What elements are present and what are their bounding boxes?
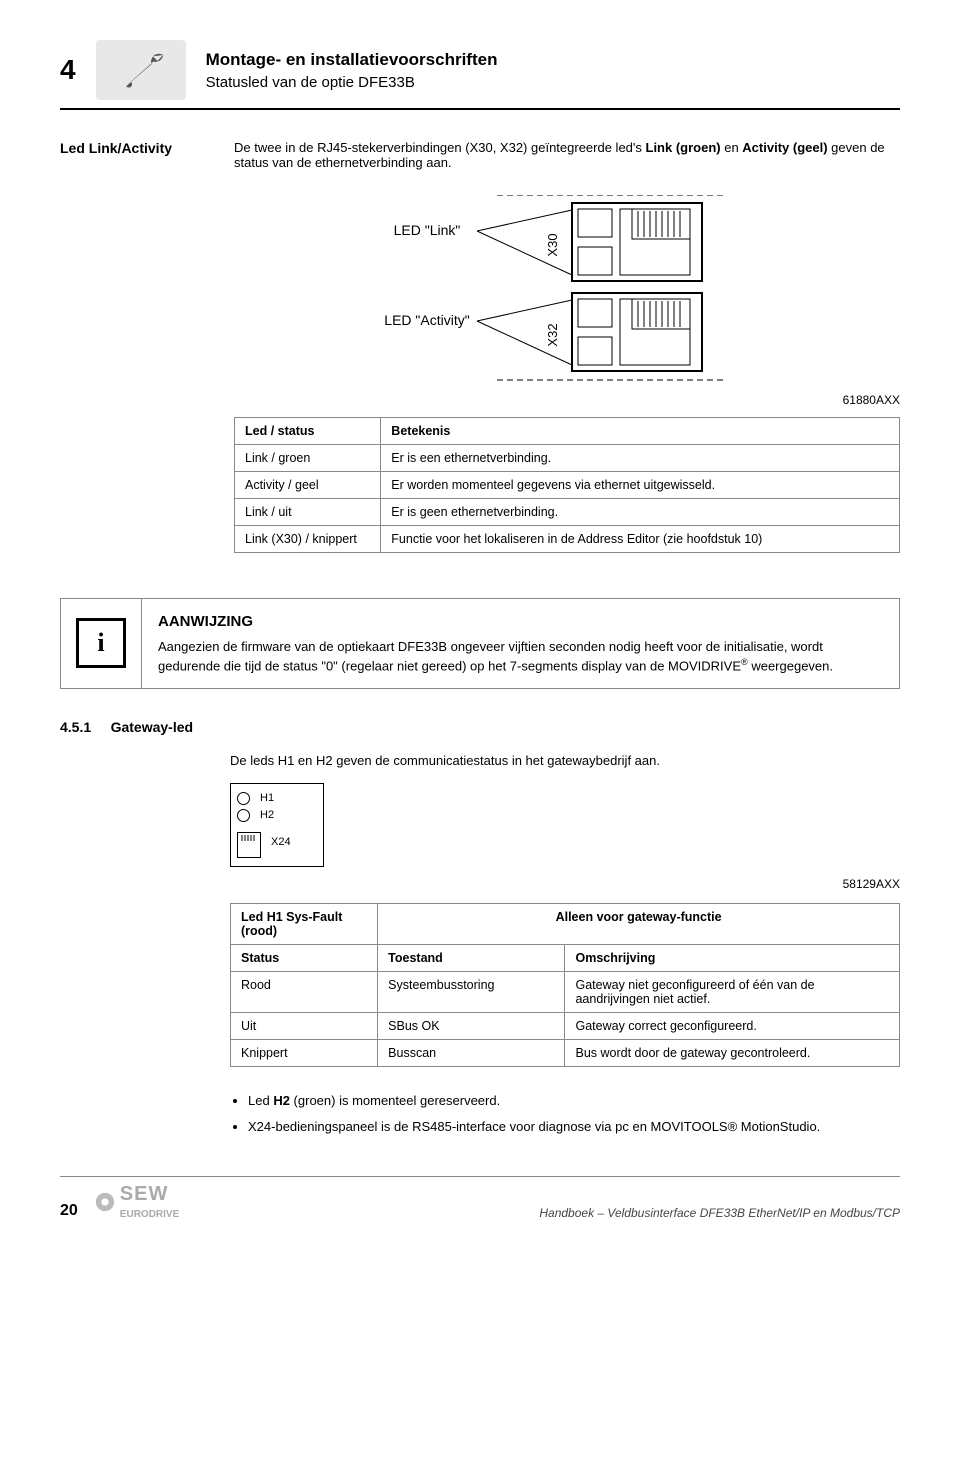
- svg-text:X32: X32: [545, 323, 560, 346]
- table-cell: Knippert: [231, 1039, 378, 1066]
- h1-label: H1: [260, 792, 274, 804]
- table-cell: SBus OK: [378, 1012, 565, 1039]
- diagram-code: 61880AXX: [234, 393, 900, 407]
- page-footer: 20 SEW EURODRIVE Handboek – Veldbusinter…: [60, 1176, 900, 1220]
- chapter-number: 4: [60, 54, 76, 86]
- reg-mark: ®: [741, 657, 748, 667]
- diag-link-label: LED "Link": [394, 222, 461, 238]
- title-sub: Statusled van de optie DFE33B: [206, 74, 900, 91]
- rj45-diagram: LED "Link" LED "Activity" X30 X32: [234, 195, 900, 407]
- list-item: X24-bedieningspaneel is de RS485-interfa…: [248, 1118, 900, 1136]
- logo-eurodrive: EURODRIVE: [120, 1209, 179, 1220]
- table-cell: Er is een ethernetverbinding.: [381, 445, 900, 472]
- th-meaning: Betekenis: [381, 418, 900, 445]
- footer-logo: SEW EURODRIVE: [94, 1183, 179, 1220]
- side-content: De twee in de RJ45-stekerverbindingen (X…: [234, 140, 900, 578]
- table-cell: Functie voor het lokaliseren in de Addre…: [381, 526, 900, 553]
- section-title: Gateway-led: [111, 719, 193, 735]
- info-box: i AANWIJZING Aangezien de firmware van d…: [60, 598, 900, 689]
- intro-mid: en: [721, 140, 743, 155]
- footer-right: Handboek – Veldbusinterface DFE33B Ether…: [539, 1206, 900, 1220]
- intro-activity: Activity (geel): [742, 140, 827, 155]
- table-cell: Activity / geel: [235, 472, 381, 499]
- b1-before: Led: [248, 1093, 273, 1108]
- diag-activity-label: LED "Activity": [384, 312, 469, 328]
- intro-before: De twee in de RJ45-stekerverbindingen (X…: [234, 140, 646, 155]
- info-text: AANWIJZING Aangezien de firmware van de …: [142, 599, 899, 688]
- list-item: Led H2 (groen) is momenteel gereserveerd…: [248, 1092, 900, 1110]
- logo-sew: SEW: [120, 1183, 169, 1205]
- gw-th-toestand: Toestand: [378, 944, 565, 971]
- section-num: 4.5.1: [60, 719, 91, 735]
- led-link-activity-block: Led Link/Activity De twee in de RJ45-ste…: [60, 140, 900, 578]
- gw-th-desc: Omschrijving: [565, 944, 900, 971]
- table-cell: Er is geen ethernetverbinding.: [381, 499, 900, 526]
- gateway-table: Led H1 Sys-Fault (rood) Alleen voor gate…: [230, 903, 900, 1067]
- h2-label: H2: [260, 809, 274, 821]
- gateway-heading: 4.5.1 Gateway-led: [60, 719, 900, 735]
- bullet-list: Led H2 (groen) is momenteel gereserveerd…: [230, 1092, 900, 1136]
- status-table: Led / status Betekenis Link / groenEr is…: [234, 417, 900, 553]
- page-number: 20: [60, 1202, 78, 1220]
- info-heading: AANWIJZING: [158, 611, 883, 632]
- b1-bold: H2: [273, 1093, 290, 1108]
- table-cell: Systeembusstoring: [378, 971, 565, 1012]
- table-cell: Uit: [231, 1012, 378, 1039]
- gateway-diag-code: 58129AXX: [60, 877, 900, 891]
- gw-th-status: Status: [231, 944, 378, 971]
- led-panel-diagram: H1 H2 X24: [230, 783, 324, 867]
- port-icon: [237, 832, 261, 858]
- gateway-intro: De leds H1 en H2 geven de communicatiest…: [230, 753, 900, 768]
- led-circle-icon: [237, 792, 250, 805]
- table-cell: Gateway correct geconfigureerd.: [565, 1012, 900, 1039]
- x24-label: X24: [271, 836, 291, 848]
- table-cell: Er worden momenteel gegevens via etherne…: [381, 472, 900, 499]
- page-header: 4 Montage- en installatievoorschriften S…: [60, 40, 900, 110]
- wrench-icon: [96, 40, 186, 100]
- svg-text:X30: X30: [545, 233, 560, 256]
- th-status: Led / status: [235, 418, 381, 445]
- led-circle-icon: [237, 809, 250, 822]
- info-icon: i: [76, 618, 126, 668]
- table-cell: Rood: [231, 971, 378, 1012]
- table-cell: Gateway niet geconfigureerd of één van d…: [565, 971, 900, 1012]
- title-block: Montage- en installatievoorschriften Sta…: [206, 49, 900, 90]
- intro-link: Link (groen): [646, 140, 721, 155]
- info-body-after: weergegeven.: [748, 659, 833, 674]
- table-cell: Link (X30) / knippert: [235, 526, 381, 553]
- table-cell: Link / groen: [235, 445, 381, 472]
- table-cell: Busscan: [378, 1039, 565, 1066]
- table-cell: Link / uit: [235, 499, 381, 526]
- side-label: Led Link/Activity: [60, 140, 210, 578]
- b1-after: (groen) is momenteel gereserveerd.: [290, 1093, 500, 1108]
- gw-head-left: Led H1 Sys-Fault (rood): [231, 903, 378, 944]
- info-icon-cell: i: [61, 599, 142, 688]
- title-main: Montage- en installatievoorschriften: [206, 49, 900, 71]
- gw-head-right: Alleen voor gateway-functie: [378, 903, 900, 944]
- table-cell: Bus wordt door de gateway gecontroleerd.: [565, 1039, 900, 1066]
- info-body-before: Aangezien de firmware van de optiekaart …: [158, 639, 823, 674]
